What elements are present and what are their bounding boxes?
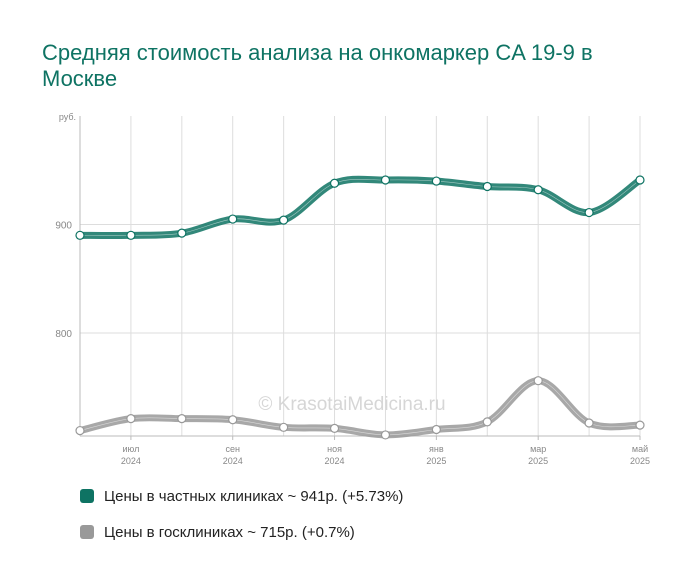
x-tick-label-month: сен xyxy=(225,444,240,454)
legend-swatch-public xyxy=(80,525,94,539)
x-tick-label-month: ноя xyxy=(327,444,342,454)
data-point xyxy=(482,417,492,427)
series-private xyxy=(75,175,645,240)
data-point xyxy=(228,214,238,224)
data-point xyxy=(380,430,391,440)
legend-item-private[interactable]: Цены в частных клиниках ~ 941р. (+5.73%) xyxy=(80,486,403,506)
x-tick-label-month: янв xyxy=(429,444,444,454)
data-point xyxy=(177,228,187,238)
data-point xyxy=(635,420,645,430)
data-point xyxy=(482,181,492,192)
data-point xyxy=(584,207,594,218)
x-tick-label-month: мар xyxy=(530,444,546,454)
y-axis-unit-label: руб. xyxy=(59,112,76,122)
legend-item-public[interactable]: Цены в госклиниках ~ 715р. (+0.7%) xyxy=(80,522,403,542)
legend-label-private: Цены в частных клиниках ~ 941р. (+5.73%) xyxy=(104,487,404,505)
data-point xyxy=(126,230,136,240)
data-point xyxy=(431,176,441,186)
x-tick-label-month: май xyxy=(632,444,648,454)
y-tick-label: 800 xyxy=(55,329,72,340)
x-tick-label-month: июл xyxy=(122,444,139,454)
y-tick-label: 900 xyxy=(55,220,72,231)
data-point xyxy=(533,376,543,386)
data-point xyxy=(584,418,594,428)
data-point xyxy=(228,415,238,425)
data-point xyxy=(279,422,289,432)
data-point xyxy=(126,414,136,424)
x-tick-label-year: 2024 xyxy=(223,456,243,466)
series-layer xyxy=(75,175,645,440)
data-point xyxy=(279,215,289,225)
data-point xyxy=(75,230,85,240)
chart-title: Средняя стоимость анализа на онкомаркер … xyxy=(42,40,593,91)
data-point xyxy=(177,414,187,424)
x-tick-label-year: 2025 xyxy=(426,456,446,466)
data-point xyxy=(431,424,441,435)
legend-label-public: Цены в госклиниках ~ 715р. (+0.7%) xyxy=(104,523,355,541)
legend-swatch-private xyxy=(80,489,94,503)
x-tick-label-year: 2024 xyxy=(325,456,345,466)
series-line-highlight xyxy=(79,178,641,236)
legend: Цены в частных клиниках ~ 941р. (+5.73%)… xyxy=(80,486,403,558)
axes: 800 900 руб. июл 2024 сен 2024 ноя 2024 янв 2025 ма… xyxy=(55,112,650,466)
watermark: © KrasotaiMedicina.ru xyxy=(258,394,445,415)
series-public xyxy=(75,376,645,440)
x-tick-label-year: 2024 xyxy=(121,456,141,466)
data-point xyxy=(75,425,85,436)
data-point xyxy=(329,178,340,188)
grid-lines xyxy=(79,116,641,436)
x-tick-label-year: 2025 xyxy=(528,456,548,466)
data-point xyxy=(533,185,543,195)
data-point xyxy=(329,423,340,434)
x-tick-label-year: 2025 xyxy=(630,456,650,466)
data-point xyxy=(380,175,391,185)
series-line xyxy=(76,175,644,239)
data-point xyxy=(635,175,645,185)
